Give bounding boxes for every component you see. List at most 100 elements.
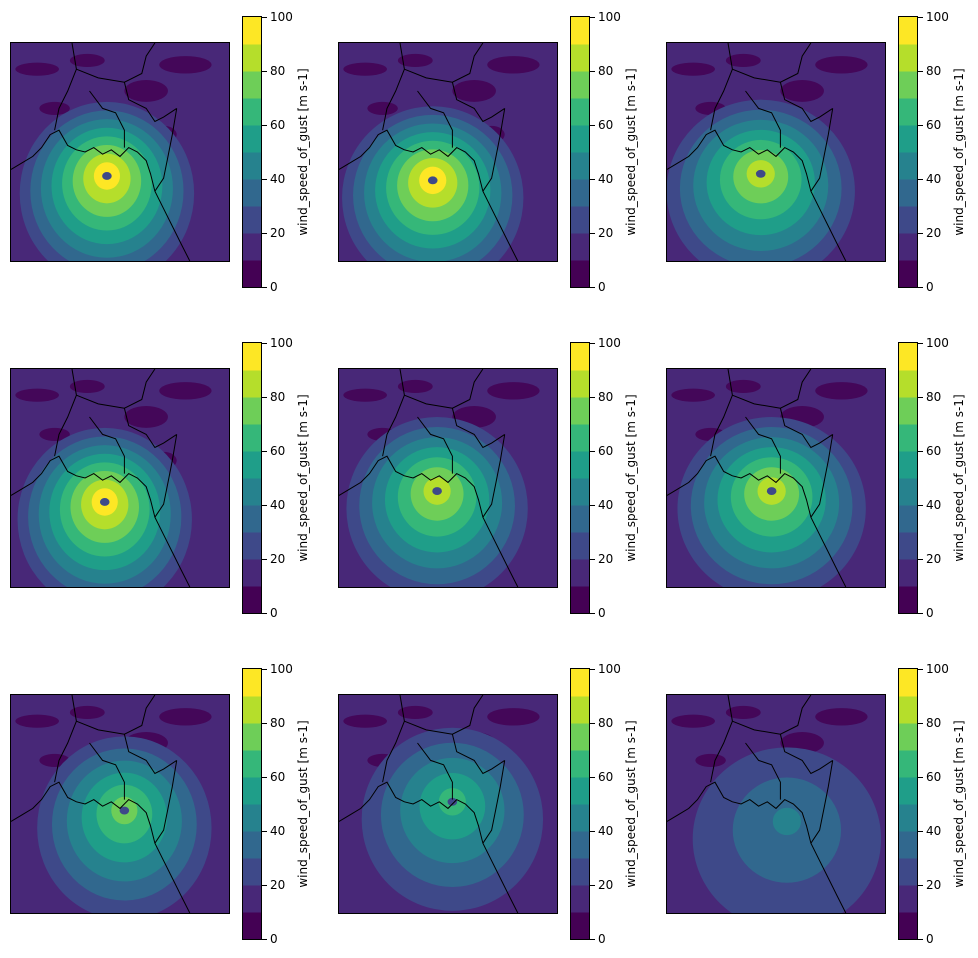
colorbar-tick [918, 885, 923, 886]
map-plot [11, 43, 229, 261]
colorbar-band [899, 397, 917, 425]
low-wind-patch [15, 388, 59, 402]
colorbar-tick-label: 60 [270, 118, 286, 132]
colorbar-band [571, 451, 589, 479]
colorbar-band [899, 831, 917, 859]
colorbar-band [899, 885, 917, 913]
country-border [89, 90, 125, 148]
colorbar-tick [918, 505, 923, 506]
low-wind-patch [69, 705, 105, 719]
colorbar-tick [918, 559, 923, 560]
colorbar-gradient [899, 669, 917, 939]
colorbar-label: wind_speed_of_gust [m s-1] [296, 68, 310, 236]
map-axes [10, 42, 230, 262]
country-border [710, 43, 733, 131]
colorbar-tick-label: 100 [926, 662, 949, 676]
colorbar-band [243, 152, 261, 180]
cyclone-eye [119, 806, 130, 815]
low-wind-patch [39, 427, 70, 441]
coastline [339, 781, 519, 913]
colorbar-tick [590, 343, 595, 344]
colorbar-tick [262, 233, 267, 234]
colorbar-tick [590, 613, 595, 614]
colorbar-tick-label: 100 [926, 336, 949, 350]
country-border [417, 742, 453, 800]
colorbar-tick-label: 60 [598, 444, 614, 458]
colorbar-tick-label: 40 [598, 498, 614, 512]
colorbar-tick [918, 287, 923, 288]
colorbar-tick-label: 40 [270, 824, 286, 838]
cyclone-eye [427, 176, 438, 185]
colorbar-band [571, 723, 589, 751]
country-border [745, 416, 781, 474]
country-border [710, 695, 733, 783]
colorbar-band [899, 98, 917, 126]
colorbar-band [243, 750, 261, 778]
coastline [667, 129, 847, 261]
colorbar-tick [262, 179, 267, 180]
colorbar-band [899, 858, 917, 886]
colorbar-tick-label: 40 [926, 172, 942, 186]
low-wind-patch [397, 379, 433, 393]
low-wind-patch [397, 705, 433, 719]
cyclone-eye [102, 172, 112, 180]
country-border [779, 408, 833, 449]
colorbar-tick [918, 723, 923, 724]
country-border [76, 695, 156, 735]
colorbar-band [243, 370, 261, 398]
colorbar-band [243, 831, 261, 859]
colorbar-tick-label: 60 [926, 770, 942, 784]
low-wind-patch [367, 101, 398, 115]
map-axes [338, 42, 558, 262]
colorbar-tick [590, 179, 595, 180]
colorbar-tick-label: 60 [598, 118, 614, 132]
country-border [123, 82, 177, 123]
colorbar-band [243, 723, 261, 751]
colorbar-tick [262, 505, 267, 506]
colorbar-label: wind_speed_of_gust [m s-1] [952, 68, 966, 236]
colorbar [242, 342, 262, 614]
colorbar-tick-label: 20 [270, 878, 286, 892]
colorbar-tick-label: 20 [926, 226, 942, 240]
country-border [76, 43, 156, 83]
low-wind-patch [815, 708, 868, 726]
country-border [123, 408, 177, 449]
colorbar-band [899, 370, 917, 398]
coastline [667, 455, 847, 587]
colorbar-tick [262, 17, 267, 18]
colorbar-tick-label: 60 [926, 444, 942, 458]
colorbar-band [243, 179, 261, 207]
colorbar-tick [262, 287, 267, 288]
colorbar-tick-label: 100 [598, 662, 621, 676]
colorbar-band [899, 44, 917, 72]
colorbar-tick-label: 60 [270, 770, 286, 784]
colorbar-tick [262, 451, 267, 452]
colorbar-band [243, 804, 261, 832]
colorbar-tick [262, 831, 267, 832]
low-wind-patch [815, 56, 868, 74]
country-border [710, 369, 733, 457]
colorbar-label: wind_speed_of_gust [m s-1] [952, 394, 966, 562]
colorbar-gradient [899, 343, 917, 613]
colorbar-tick-label: 80 [270, 716, 286, 730]
colorbar-tick [590, 559, 595, 560]
colorbar-tick [918, 397, 923, 398]
colorbar-band [899, 125, 917, 153]
colorbar-gradient [571, 17, 589, 287]
country-border [382, 43, 405, 131]
colorbar-gradient [243, 17, 261, 287]
coastline [339, 129, 519, 261]
colorbar-band [571, 478, 589, 506]
colorbar-band [243, 505, 261, 533]
country-border [732, 695, 812, 735]
map-panel-6: 0 20 40 60 80 100 wind_speed_of_gust [m s-1] [656, 337, 978, 632]
low-wind-patch [15, 62, 59, 76]
colorbar-band [243, 885, 261, 913]
colorbar-tick-label: 40 [598, 824, 614, 838]
colorbar-band [243, 17, 261, 45]
low-wind-patch [343, 388, 387, 402]
map-plot [339, 43, 557, 261]
colorbar-band [571, 669, 589, 697]
colorbar-tick-label: 60 [270, 444, 286, 458]
map-axes [666, 694, 886, 914]
